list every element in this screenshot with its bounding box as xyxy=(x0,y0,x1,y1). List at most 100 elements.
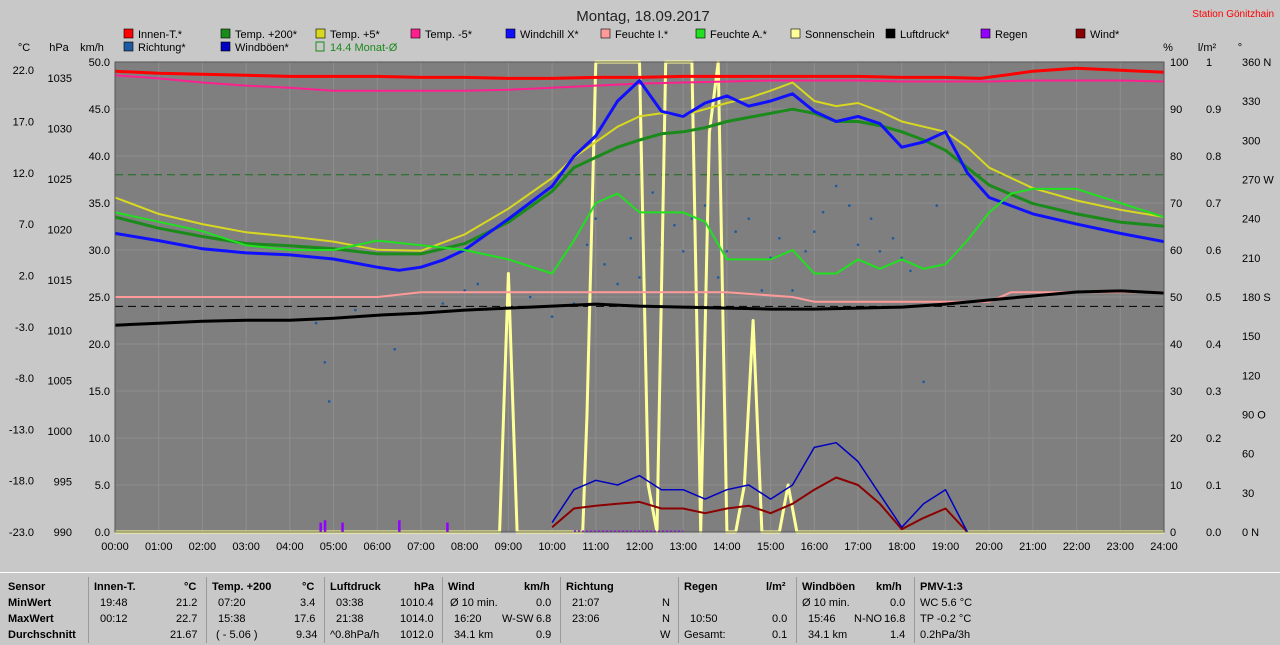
direction-point xyxy=(725,250,729,253)
series-temp-5 xyxy=(114,81,1165,252)
wind-avg-label: 34.1 km xyxy=(454,629,494,641)
legend-label: Feuchte I.* xyxy=(615,29,669,41)
direction-point xyxy=(804,250,807,253)
tick-label-hpa: 1005 xyxy=(48,376,72,388)
regen-avg-value: 0.1 xyxy=(772,629,788,641)
column-divider xyxy=(442,577,443,643)
tick-label-pct: 50 xyxy=(1170,292,1182,304)
luft-unit: hPa xyxy=(414,581,435,593)
tick-label-time: 18:00 xyxy=(888,541,916,553)
tick-label-deg: 240 xyxy=(1242,214,1260,226)
column-divider xyxy=(678,577,679,643)
tick-label-time: 13:00 xyxy=(669,541,697,553)
series-layer xyxy=(114,60,1165,534)
tick-label-pct: 40 xyxy=(1170,339,1182,351)
tick-label-kmh: 35.0 xyxy=(89,198,110,210)
direction-point xyxy=(550,315,554,318)
row-label-avg: Durchschnitt xyxy=(8,629,76,641)
tick-label-pct: 0 xyxy=(1170,527,1176,539)
series-luftdruck xyxy=(114,289,1165,327)
boeen-unit: km/h xyxy=(876,581,902,593)
tick-label-degc: 12.0 xyxy=(13,168,34,180)
boeen-max-dir: N-NO xyxy=(854,613,883,625)
legend-swatch xyxy=(980,28,991,39)
legend-item: Windchill X* xyxy=(505,28,579,41)
direction-point xyxy=(673,223,676,227)
unit-deg: ° xyxy=(1238,42,1242,54)
tick-label-pct: 100 xyxy=(1170,57,1188,69)
tick-label-degc: -13.0 xyxy=(9,424,34,436)
direction-point xyxy=(813,230,816,234)
direction-point xyxy=(747,217,751,220)
direction-point xyxy=(354,308,357,312)
tick-label-hpa: 1020 xyxy=(48,224,72,236)
regen-unit: l/m² xyxy=(766,581,786,593)
direction-point xyxy=(528,295,532,299)
direction-point xyxy=(909,269,912,273)
legend-label: Regen xyxy=(995,29,1027,41)
legend-label: Wind* xyxy=(1090,29,1120,41)
direction-point xyxy=(629,236,633,240)
tick-label-deg: 270 W xyxy=(1242,175,1274,187)
tick-label-kmh: 10.0 xyxy=(89,433,110,445)
legend-swatch xyxy=(220,28,231,39)
series-temp-200 xyxy=(114,107,1165,256)
tick-label-time: 21:00 xyxy=(1019,541,1047,553)
series-temp-5 xyxy=(114,74,1165,92)
wind-header: Wind xyxy=(448,581,475,593)
tick-label-time: 10:00 xyxy=(538,541,566,553)
legend-swatch xyxy=(1075,28,1086,39)
series-feuchte-i xyxy=(115,291,1164,303)
tick-label-time: 08:00 xyxy=(451,541,479,553)
legend-item: Richtung* xyxy=(123,41,186,54)
series-windchill-x xyxy=(114,79,1165,272)
legend: Innen-T.* Temp. +200* Temp. +5* Temp. -5* Wi… xyxy=(123,28,1120,54)
richtung-min-value: N xyxy=(662,597,670,609)
temp-min-value: 3.4 xyxy=(300,597,316,609)
tick-label-degc: 7.0 xyxy=(19,219,34,231)
tick-label-time: 05:00 xyxy=(320,541,348,553)
tick-label-degc: -23.0 xyxy=(9,527,34,539)
legend-swatch xyxy=(410,28,421,39)
legend-swatch xyxy=(123,41,134,52)
tick-label-time: 23:00 xyxy=(1107,541,1135,553)
direction-point xyxy=(681,250,685,253)
legend-swatch xyxy=(790,28,801,39)
boeen-max-time: 15:46 xyxy=(808,613,836,625)
temp-avg-label: ( - 5.06 ) xyxy=(216,629,258,641)
tick-label-pct: 20 xyxy=(1170,433,1182,445)
richtung-min-time: 21:07 xyxy=(572,597,600,609)
temp-max-time: 15:38 xyxy=(218,613,246,625)
direction-point xyxy=(821,210,825,214)
legend-swatch xyxy=(220,41,231,52)
tick-label-time: 03:00 xyxy=(232,541,260,553)
temp-header: Temp. +200 xyxy=(212,581,272,593)
legend-label: 14.4 Monat-Ø xyxy=(330,42,398,54)
tick-label-time: 06:00 xyxy=(363,541,391,553)
temp-max-value: 17.6 xyxy=(294,613,316,625)
direction-point xyxy=(393,347,397,351)
tick-label-time: 12:00 xyxy=(626,541,654,553)
luft-avg-value: 1012.0 xyxy=(400,629,434,641)
tick-label-kmh: 45.0 xyxy=(89,104,110,116)
tick-label-deg: 30 xyxy=(1242,488,1254,500)
legend-swatch xyxy=(885,28,896,39)
unit-kmh: km/h xyxy=(80,42,104,54)
tick-label-time: 14:00 xyxy=(713,541,741,553)
direction-point xyxy=(638,276,641,279)
rain-bar xyxy=(319,522,322,532)
direction-point xyxy=(734,230,737,234)
tick-label-pct: 60 xyxy=(1170,245,1182,257)
direction-point xyxy=(651,191,654,194)
direction-point xyxy=(690,217,694,220)
luft-avg-label: ^0.8hPa/h xyxy=(330,629,380,641)
tick-label-hpa: 995 xyxy=(54,477,72,489)
boeen-avg-value: 1.4 xyxy=(890,629,906,641)
tick-label-lm2: 0.2 xyxy=(1206,433,1221,445)
innen-header: Innen-T. xyxy=(94,581,136,593)
innen-unit: °C xyxy=(184,581,197,593)
wind-min-value: 0.0 xyxy=(536,597,552,609)
tick-label-time: 17:00 xyxy=(844,541,872,553)
tick-label-lm2: 0.8 xyxy=(1206,151,1221,163)
tick-label-pct: 80 xyxy=(1170,151,1182,163)
